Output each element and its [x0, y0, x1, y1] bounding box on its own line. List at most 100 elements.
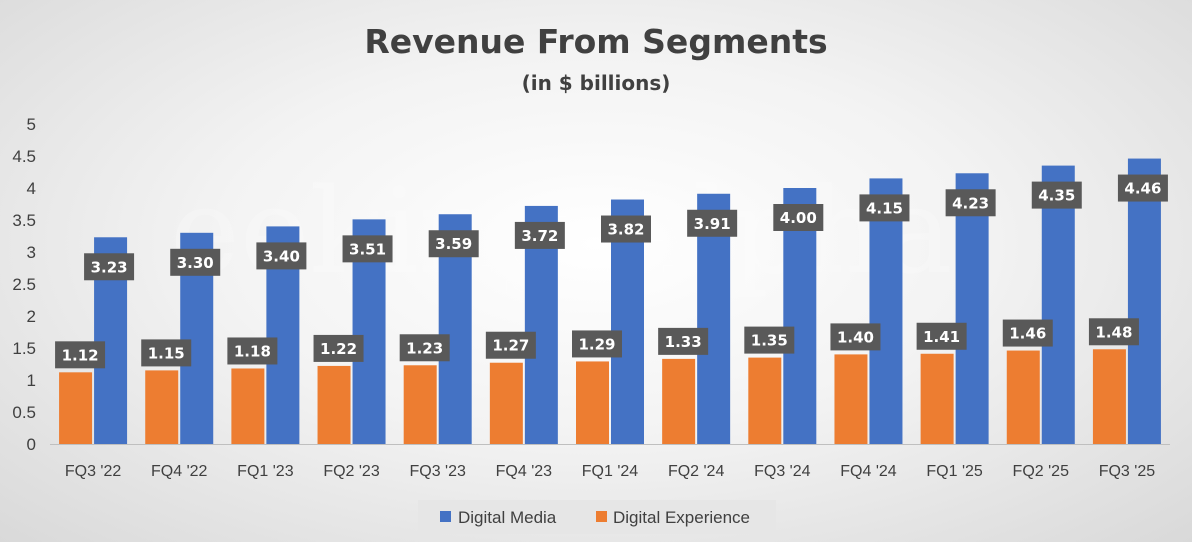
data-label-box	[485, 331, 536, 359]
legend-label-digital-experience: Digital Experience	[613, 508, 750, 527]
bar-digital-experience	[662, 358, 696, 444]
data-label-digital-experience: 1.22	[320, 340, 357, 358]
data-label-box	[55, 341, 106, 369]
data-label-box	[744, 326, 795, 354]
x-tick-label: FQ2 '24	[668, 463, 725, 480]
x-tick-label: FQ1 '24	[582, 463, 639, 480]
data-label-box	[399, 334, 450, 362]
x-tick-label: FQ1 '23	[237, 463, 294, 480]
y-tick-label: 1	[27, 371, 36, 390]
data-label-digital-media: 4.15	[866, 199, 903, 217]
data-label-digital-experience: 1.40	[837, 328, 874, 346]
y-tick-label: 2	[27, 307, 36, 326]
bar-digital-experience	[920, 353, 954, 444]
bar-digital-experience	[834, 354, 868, 444]
bar-digital-experience	[748, 357, 782, 444]
data-label-digital-media: 3.51	[349, 240, 386, 258]
data-label-digital-media: 3.40	[263, 247, 300, 265]
bar-digital-experience	[1006, 350, 1040, 444]
chart-title: Revenue From Segments	[364, 22, 827, 61]
legend: Digital Media Digital Experience	[418, 500, 776, 534]
data-label-box	[773, 204, 824, 231]
data-label-digital-media: 3.59	[435, 235, 472, 253]
y-tick-label: 4.5	[12, 147, 36, 166]
data-label-digital-experience: 1.15	[148, 344, 185, 362]
data-label-digital-media: 3.23	[91, 258, 128, 276]
data-label-box	[428, 230, 479, 258]
data-label-digital-experience: 1.29	[578, 335, 615, 353]
bar-digital-experience	[145, 370, 179, 444]
y-tick-label: 3	[27, 243, 36, 262]
bar-digital-experience	[231, 368, 265, 444]
data-label-digital-media: 3.30	[177, 254, 214, 272]
bar-digital-media	[955, 173, 989, 444]
x-tick-label: FQ3 '23	[409, 463, 466, 480]
data-label-box	[84, 253, 135, 281]
data-label-box	[687, 209, 738, 237]
data-label-digital-experience: 1.41	[923, 328, 960, 346]
data-label-box	[514, 221, 565, 249]
bar-digital-experience	[403, 365, 437, 444]
data-label-digital-experience: 1.48	[1095, 323, 1132, 341]
y-tick-label: 0.5	[12, 403, 36, 422]
data-label-digital-media: 4.00	[780, 209, 817, 227]
y-tick-label: 2.5	[12, 275, 36, 294]
data-label-digital-media: 4.23	[952, 194, 989, 212]
data-label-box	[1031, 181, 1082, 209]
bar-digital-experience	[576, 361, 609, 444]
bar-digital-media	[869, 178, 903, 444]
y-tick-label: 0	[27, 435, 36, 454]
data-label-digital-experience: 1.33	[665, 333, 702, 351]
data-label-digital-experience: 1.18	[234, 342, 271, 360]
legend-swatch-digital-experience	[596, 511, 607, 522]
x-tick-label: FQ1 '25	[926, 463, 983, 480]
x-tick-label: FQ4 '24	[840, 463, 897, 480]
y-axis: 0 0.5 1 1.5 2 2.5 3 3.5 4 4.5 5	[12, 115, 36, 454]
bar-digital-experience	[59, 372, 93, 444]
data-label-digital-experience: 1.46	[1009, 325, 1046, 343]
x-tick-label: FQ2 '25	[1013, 463, 1070, 480]
data-label-digital-media: 4.46	[1124, 180, 1161, 198]
data-label-box	[1002, 319, 1053, 347]
data-label-box	[170, 248, 221, 276]
bar-digital-media	[1041, 165, 1075, 444]
data-label-box	[945, 189, 996, 217]
x-tick-label: FQ2 '23	[323, 463, 380, 480]
data-label-box	[658, 327, 709, 355]
y-tick-label: 5	[27, 115, 36, 134]
data-label-box	[313, 334, 364, 362]
data-label-digital-experience: 1.12	[62, 346, 99, 364]
data-label-digital-experience: 1.27	[492, 337, 529, 355]
data-label-box	[572, 330, 622, 358]
data-label-digital-media: 3.82	[607, 221, 644, 239]
x-tick-label: FQ4 '22	[151, 463, 208, 480]
data-label-digital-media: 4.35	[1038, 187, 1075, 205]
data-label-digital-experience: 1.35	[751, 332, 788, 350]
data-label-digital-media: 3.91	[694, 215, 731, 233]
data-label-box	[227, 337, 278, 365]
data-label-box	[916, 322, 967, 350]
legend-label-digital-media: Digital Media	[458, 508, 557, 527]
bar-digital-experience	[489, 362, 523, 444]
data-label-digital-media: 3.72	[521, 227, 558, 245]
data-label-box	[1088, 318, 1139, 346]
legend-swatch-digital-media	[440, 511, 451, 522]
bar-digital-experience	[1092, 349, 1126, 444]
y-tick-label: 3.5	[12, 211, 36, 230]
data-label-box	[601, 215, 651, 243]
data-label-box	[830, 323, 881, 351]
y-tick-label: 1.5	[12, 339, 36, 358]
data-label-box	[859, 194, 910, 222]
x-axis: FQ3 '22 FQ4 '22 FQ1 '23 FQ2 '23 FQ3 '23 FQ4 '…	[50, 444, 1170, 480]
y-tick-label: 4	[27, 179, 36, 198]
bars-group	[59, 158, 1161, 444]
data-label-box	[342, 235, 393, 263]
bar-digital-experience	[317, 365, 351, 444]
x-tick-label: FQ3 '25	[1099, 463, 1156, 480]
data-label-box	[1117, 174, 1168, 202]
x-tick-label: FQ4 '23	[496, 463, 553, 480]
chart-subtitle: (in $ billions)	[522, 71, 671, 95]
bar-digital-media	[1127, 158, 1161, 444]
